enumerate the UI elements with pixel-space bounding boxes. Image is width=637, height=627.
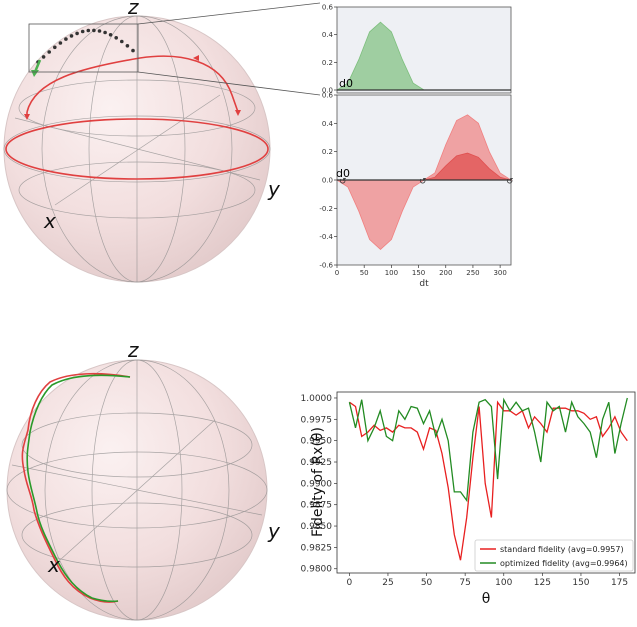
trajectory-dot	[131, 48, 135, 53]
zoom-box	[28, 23, 139, 73]
trajectory-dots	[36, 28, 135, 64]
trajectory-dot	[120, 39, 124, 44]
y-tick-label: 0.0	[322, 87, 333, 95]
pulse-panel-bottom: 0.6 0.4 0.2 0.0 -0.2 -0.4 -0.60 50 100 150 200 250 3…	[319, 92, 513, 290]
trajectory-dot	[92, 28, 96, 33]
y-tick-label: 0.9875	[301, 501, 333, 511]
x-tick-label: 0	[335, 269, 339, 277]
x-tick-label: 75	[459, 578, 470, 588]
x-tick-label: 100	[495, 578, 512, 588]
x-tick-label: 0	[346, 578, 352, 588]
series-line	[348, 397, 628, 503]
phase-icon: ↺	[506, 177, 514, 187]
y-tick-label: 0.9850	[301, 522, 333, 532]
trajectory-path	[26, 55, 239, 113]
x-axis-label: x	[47, 553, 60, 577]
trajectory-dot	[41, 55, 46, 59]
x-tick-label: 150	[412, 269, 425, 277]
trajectory-dot	[108, 33, 113, 37]
trajectory-dot	[114, 36, 118, 40]
y-tick-label: 0.9900	[301, 479, 333, 489]
y-tick-label: 0.4	[322, 31, 334, 39]
trajectory-dot	[47, 50, 51, 54]
trajectory-dot	[125, 44, 130, 48]
y-tick-label: -0.2	[319, 205, 333, 213]
x-tick-label: 300	[493, 269, 506, 277]
x-tick-label: 200	[439, 269, 452, 277]
x-tick-label: 125	[534, 578, 551, 588]
sphere-grid	[3, 15, 271, 283]
bloch-sphere-bottom: z y x	[6, 338, 281, 621]
y-tick-label: 0.0	[322, 177, 333, 185]
equator-path	[5, 118, 269, 180]
arrow-icon	[193, 55, 199, 61]
y-axis-label: y	[267, 519, 281, 543]
x-axis-title: dt	[419, 279, 429, 289]
y-tick-label: -0.4	[319, 233, 333, 241]
trajectory-dot	[58, 41, 63, 45]
x-axis-label: x	[43, 209, 56, 233]
trajectory-dot	[69, 34, 74, 38]
trajectory-dot	[86, 28, 91, 33]
fidelity-chart: 0 25 50 75 100 125 150 175 1.0000 0.9975 0.9950 0.9…	[301, 391, 636, 607]
legend-entry-standard: standard fidelity (avg=0.9957)	[500, 545, 624, 554]
pulse-area	[335, 114, 513, 250]
y-tick-label: 0.9975	[301, 415, 333, 425]
x-tick-label: 50	[421, 578, 433, 588]
standard-trajectory	[21, 372, 131, 603]
y-tick-label: 0.2	[322, 59, 333, 67]
x-tick-label: 100	[385, 269, 398, 277]
y-axis-title: Fidelity of Rx(θ)	[310, 427, 326, 537]
channel-label: d0	[336, 167, 350, 180]
y-tick-label: 0.4	[322, 120, 334, 128]
y-tick-label: 0.2	[322, 148, 333, 156]
phase-icon: ↺	[339, 177, 347, 187]
trajectory-dot	[64, 37, 68, 41]
y-tick-label: 0.6	[322, 4, 334, 12]
pulse-panel-top: 0.6 0.4 0.2 0.0 d0	[322, 4, 512, 95]
arrow-icon	[235, 110, 241, 116]
phase-icon: ↺	[419, 177, 427, 187]
y-tick-label: 0.9925	[301, 458, 333, 468]
y-tick-label: 1.0000	[301, 394, 333, 404]
trajectory-dot	[103, 30, 107, 35]
bloch-sphere-top: z y x	[3, 0, 321, 283]
arrow-icon	[24, 114, 30, 120]
x-tick-label: 175	[611, 578, 628, 588]
channel-label: d0	[339, 77, 353, 90]
trajectory-dot	[53, 45, 57, 50]
z-axis-label: z	[127, 338, 139, 362]
optimized-trajectory	[26, 374, 131, 603]
y-tick-label: 0.9950	[301, 437, 333, 447]
y-tick-label: 0.6	[322, 92, 334, 100]
trajectory-dot	[80, 29, 85, 34]
sphere-grid	[6, 359, 268, 621]
x-tick-label: 150	[572, 578, 589, 588]
y-tick-label: -0.6	[319, 262, 333, 270]
legend-entry-optimized: optimized fidelity (avg=0.9964)	[500, 559, 628, 568]
x-tick-label: 25	[382, 578, 393, 588]
trajectory-dot	[75, 31, 79, 36]
y-tick-label: 0.9825	[301, 543, 333, 553]
x-axis-title: θ	[482, 591, 491, 607]
x-tick-label: 250	[466, 269, 479, 277]
y-tick-label: 0.9800	[301, 565, 333, 575]
x-tick-label: 50	[360, 269, 369, 277]
z-axis-label: z	[127, 0, 139, 19]
y-axis-label: y	[267, 177, 281, 201]
legend: standard fidelity (avg=0.9957) optimized…	[474, 539, 634, 572]
trajectory-dot	[97, 29, 102, 33]
